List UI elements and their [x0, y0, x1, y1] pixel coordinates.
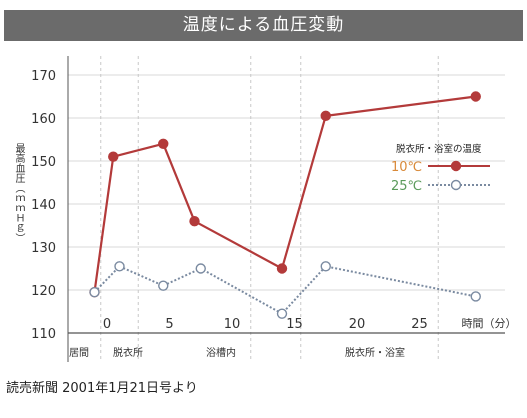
y-tick-label: 120: [31, 284, 56, 299]
x-tick-label: 15: [286, 317, 303, 332]
data-point: [114, 261, 125, 272]
legend-title: 脱衣所・浴室の温度: [396, 143, 482, 155]
series-line: [93, 95, 476, 293]
data-point: [158, 138, 169, 150]
x-tick-label: 25: [411, 317, 428, 332]
data-point: [195, 263, 206, 274]
data-point: [320, 110, 331, 122]
legend-label: 25℃: [391, 179, 422, 194]
y-tick-label: 130: [31, 241, 56, 256]
phase-label: 居間: [69, 347, 89, 359]
y-tick-label: 160: [31, 112, 56, 127]
x-tick-label: 20: [349, 317, 366, 332]
data-point: [276, 308, 288, 319]
x-tick-label: 0: [103, 317, 111, 332]
data-point: [89, 286, 100, 298]
data-point: [108, 151, 119, 162]
source-caption: 読売新聞 2001年1月21日号より: [6, 381, 198, 396]
x-tick-label: 10: [224, 317, 241, 332]
chart-title: 温度による血圧変動: [4, 10, 523, 41]
phase-label: 脱衣所・浴室: [345, 346, 405, 359]
data-point: [276, 263, 288, 274]
x-axis-unit: 時間（分）: [462, 317, 517, 330]
legend-swatch-marker: [450, 179, 462, 191]
data-point: [470, 291, 481, 302]
y-tick-label: 140: [31, 198, 56, 213]
legend-label: 10℃: [391, 160, 422, 175]
legend-swatch-marker: [450, 160, 462, 172]
y-tick-label: 110: [31, 327, 56, 342]
phase-label: 脱衣所: [113, 346, 143, 359]
phase-label: 浴槽内: [206, 346, 236, 359]
data-point: [189, 215, 200, 227]
data-point: [320, 261, 331, 272]
data-point: [158, 280, 169, 291]
y-axis-title: 最高血圧（ｍｍＨｇ）: [13, 143, 24, 243]
y-tick-label: 150: [31, 155, 56, 170]
y-tick-label: 170: [31, 69, 56, 84]
data-point: [470, 91, 481, 102]
x-tick-label: 5: [165, 317, 173, 332]
